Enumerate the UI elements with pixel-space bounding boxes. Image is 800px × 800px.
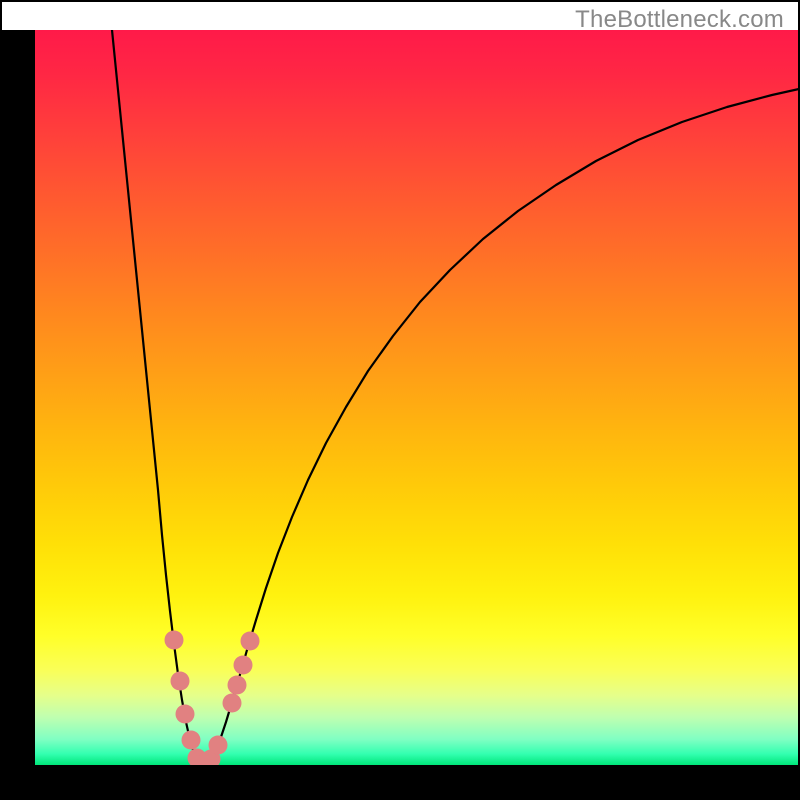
data-marker [223, 694, 242, 713]
data-marker [234, 656, 253, 675]
data-marker [182, 731, 201, 750]
data-marker [165, 631, 184, 650]
watermark-text: TheBottleneck.com [575, 6, 784, 34]
data-marker [171, 672, 190, 691]
data-marker [209, 736, 228, 755]
data-marker [241, 632, 260, 651]
bottleneck-chart [0, 0, 800, 800]
left-axis-band [1, 30, 35, 799]
data-marker [176, 705, 195, 724]
data-marker [228, 676, 247, 695]
bottom-axis-band [35, 765, 799, 799]
chart-container: { "watermark": { "text": "TheBottleneck.… [0, 0, 800, 800]
